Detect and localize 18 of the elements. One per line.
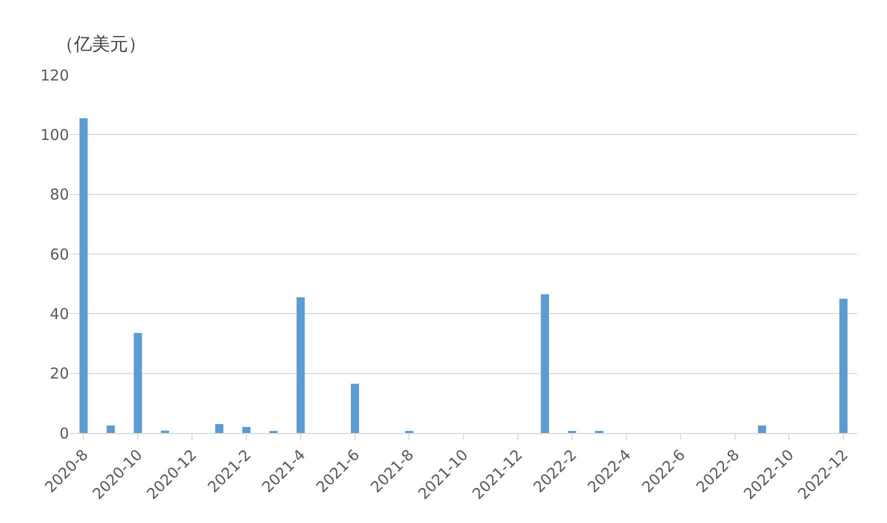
bar [242,427,250,433]
y-tick-label: 120 [40,66,69,84]
y-tick-label: 0 [59,424,69,442]
y-tick-label: 80 [50,186,69,204]
bar [296,297,305,433]
bar [80,118,88,433]
bar [350,384,360,433]
y-tick-label: 20 [50,364,69,383]
y-tick-label: 100 [40,126,69,144]
bar [215,424,224,433]
bar [839,298,848,433]
bar [134,333,142,433]
y-axis-title: （亿美元） [56,34,146,55]
y-tick-label: 60 [50,245,69,264]
bar [106,426,115,433]
y-tick-label: 40 [50,304,69,323]
bar [540,294,549,433]
bar [758,426,766,433]
